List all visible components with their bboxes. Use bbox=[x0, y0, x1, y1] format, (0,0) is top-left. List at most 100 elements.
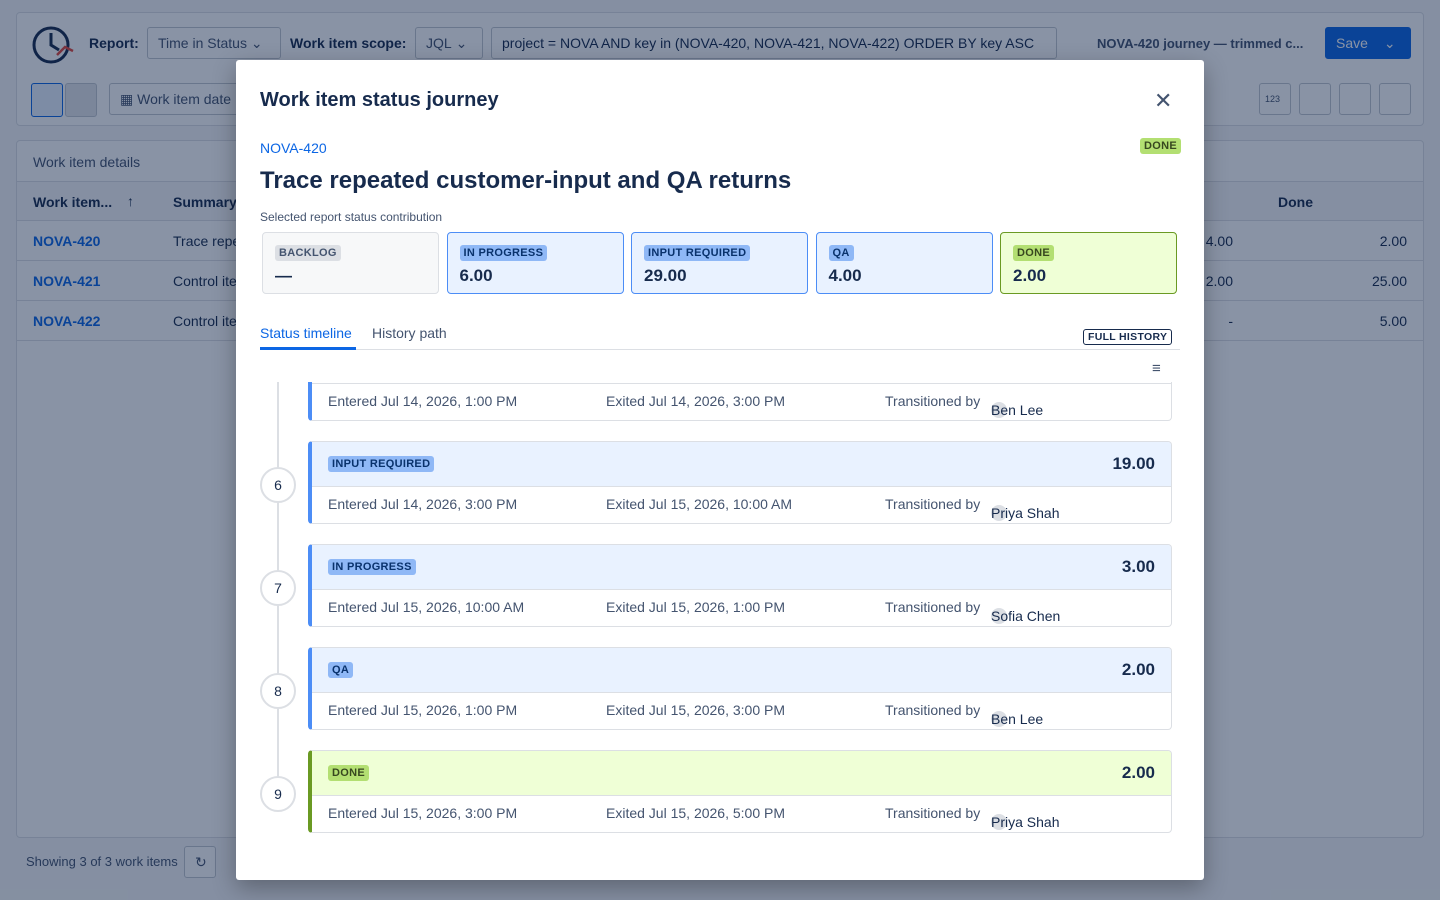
tab-divider bbox=[260, 349, 1180, 350]
timeline-card: QA 2.00 Entered Jul 15, 2026, 1:00 PM Exite… bbox=[308, 647, 1172, 730]
query-input[interactable]: project = NOVA AND key in (NOVA-420, NOV… bbox=[491, 27, 1057, 59]
status-lozenge: DONE bbox=[1140, 138, 1181, 154]
save-label: Save bbox=[1336, 35, 1368, 51]
contribution-card: DONE 2.00 bbox=[1000, 232, 1177, 294]
contribution-card: INPUT REQUIRED 29.00 bbox=[631, 232, 808, 294]
contribution-label: Selected report status contribution bbox=[260, 210, 443, 224]
avatar bbox=[991, 505, 1007, 521]
avatar bbox=[991, 402, 1007, 418]
card-value: 29.00 bbox=[644, 266, 687, 285]
transitioned-label: Transitioned by bbox=[885, 599, 981, 615]
card-details: Entered Jul 14, 2026, 1:00 PM Exited Jul … bbox=[312, 384, 1171, 420]
card-status: QA bbox=[828, 245, 854, 261]
number-icon: 123 bbox=[1265, 94, 1281, 104]
row-qa: 4.00 bbox=[1205, 233, 1233, 249]
exited: Exited Jul 14, 2026, 3:00 PM bbox=[606, 393, 785, 409]
card-details: Entered Jul 14, 2026, 3:00 PM Exited Jul … bbox=[312, 487, 1171, 523]
card-header: DONE 2.00 bbox=[312, 751, 1171, 796]
user-name: Sofia Chen bbox=[991, 608, 1061, 624]
report-value: Time in Status bbox=[158, 35, 247, 51]
transitioned-label: Transitioned by bbox=[885, 702, 981, 718]
date-filter[interactable]: ▦ Work item date bbox=[109, 83, 259, 115]
step-number: 9 bbox=[260, 776, 296, 812]
card-details: Entered Jul 15, 2026, 10:00 AM Exited Jul… bbox=[312, 590, 1171, 626]
timeline-status: INPUT REQUIRED bbox=[328, 456, 435, 472]
row-qa: 2.00 bbox=[1205, 273, 1233, 289]
row-key[interactable]: NOVA-422 bbox=[33, 313, 101, 329]
row-key[interactable]: NOVA-420 bbox=[33, 233, 101, 249]
step-number: 8 bbox=[260, 673, 296, 709]
modal: Work item status journey ✕ NOVA-420 DONE… bbox=[236, 60, 1204, 880]
scope-value: JQL bbox=[426, 35, 452, 51]
step-label: 8 bbox=[274, 683, 282, 699]
timeline-duration: 19.00 bbox=[1112, 454, 1155, 473]
exited: Exited Jul 15, 2026, 5:00 PM bbox=[606, 805, 785, 821]
scope-select[interactable]: JQL ⌄ bbox=[415, 27, 483, 59]
calendar-button[interactable] bbox=[1299, 83, 1331, 115]
card-header bbox=[312, 382, 1171, 384]
step-label: 7 bbox=[274, 580, 282, 596]
save-button[interactable]: Save ⌄ bbox=[1325, 27, 1411, 59]
user-name: Ben Lee bbox=[991, 711, 1044, 727]
chart-view[interactable] bbox=[65, 83, 97, 117]
user-name: Priya Shah bbox=[991, 505, 1060, 521]
date-filter-label: Work item date bbox=[137, 91, 232, 107]
row-done: 2.00 bbox=[1379, 233, 1407, 249]
avatar bbox=[991, 814, 1007, 830]
work-item-key[interactable]: NOVA-420 bbox=[260, 140, 327, 156]
table-view[interactable] bbox=[31, 83, 63, 117]
transitioned-label: Transitioned by bbox=[885, 805, 981, 821]
transitioned-label: Transitioned by bbox=[885, 393, 981, 409]
row-done: 25.00 bbox=[1371, 273, 1407, 289]
report-label: Report: bbox=[89, 35, 139, 51]
full-history-badge: FULL HISTORY bbox=[1083, 329, 1173, 345]
exited: Exited Jul 15, 2026, 10:00 AM bbox=[606, 496, 793, 512]
timeline-status: DONE bbox=[328, 765, 369, 781]
entered: Entered Jul 15, 2026, 1:00 PM bbox=[328, 702, 518, 718]
row-done: 5.00 bbox=[1379, 313, 1407, 329]
card-details: Entered Jul 15, 2026, 3:00 PM Exited Jul … bbox=[312, 796, 1171, 832]
refresh-button[interactable]: ↻ bbox=[184, 846, 216, 878]
card-header: IN PROGRESS 3.00 bbox=[312, 545, 1171, 590]
exited: Exited Jul 15, 2026, 1:00 PM bbox=[606, 599, 785, 615]
modal-title: Work item status journey bbox=[260, 89, 499, 111]
row-summary: Control ite bbox=[173, 273, 237, 289]
avatar bbox=[991, 608, 1007, 624]
card-value: — bbox=[275, 266, 292, 285]
step-number: 7 bbox=[260, 570, 296, 606]
timeline-card: Entered Jul 14, 2026, 1:00 PM Exited Jul … bbox=[308, 382, 1172, 421]
row-summary: Control ite bbox=[173, 313, 237, 329]
tab[interactable]: Status timeline bbox=[260, 325, 352, 341]
timeline-card: DONE 2.00 Entered Jul 15, 2026, 3:00 PM Exi… bbox=[308, 750, 1172, 833]
close-button[interactable]: ✕ bbox=[1154, 88, 1173, 113]
report-select[interactable]: Time in Status ⌄ bbox=[147, 27, 281, 59]
row-summary: Trace repe bbox=[173, 233, 241, 249]
contribution-card: BACKLOG — bbox=[262, 232, 439, 294]
number-toggle[interactable]: 123 bbox=[1259, 83, 1291, 115]
entered: Entered Jul 15, 2026, 3:00 PM bbox=[328, 805, 518, 821]
timeline-card: IN PROGRESS 3.00 Entered Jul 15, 2026, 10:… bbox=[308, 544, 1172, 627]
card-value: 4.00 bbox=[828, 266, 862, 285]
columns-button[interactable] bbox=[1379, 83, 1411, 115]
view-name: NOVA-420 journey — trimmed c... bbox=[1097, 36, 1304, 51]
entered: Entered Jul 14, 2026, 3:00 PM bbox=[328, 496, 518, 512]
timeline-status: QA bbox=[328, 662, 354, 678]
row-key[interactable]: NOVA-421 bbox=[33, 273, 101, 289]
timeline-status: IN PROGRESS bbox=[328, 559, 416, 575]
step-label: 9 bbox=[274, 786, 282, 802]
card-details: Entered Jul 15, 2026, 1:00 PM Exited Jul … bbox=[312, 693, 1171, 729]
step-number: 6 bbox=[260, 467, 296, 503]
timeline: Entered Jul 14, 2026, 1:00 PM Exited Jul … bbox=[236, 382, 1204, 852]
scope-label: Work item scope: bbox=[290, 35, 407, 51]
tab[interactable]: History path bbox=[372, 325, 447, 341]
contribution-card: IN PROGRESS 6.00 bbox=[446, 232, 624, 294]
contribution-card: QA 4.00 bbox=[815, 232, 993, 294]
download-button[interactable] bbox=[1339, 83, 1371, 115]
sort-icon: ↑ bbox=[127, 193, 134, 209]
table-title: Work item details bbox=[33, 154, 141, 170]
sort-button[interactable]: ≡ bbox=[1152, 360, 1161, 377]
exited: Exited Jul 15, 2026, 3:00 PM bbox=[606, 702, 785, 718]
timeline-duration: 2.00 bbox=[1121, 763, 1155, 782]
card-status: INPUT REQUIRED bbox=[644, 245, 751, 261]
